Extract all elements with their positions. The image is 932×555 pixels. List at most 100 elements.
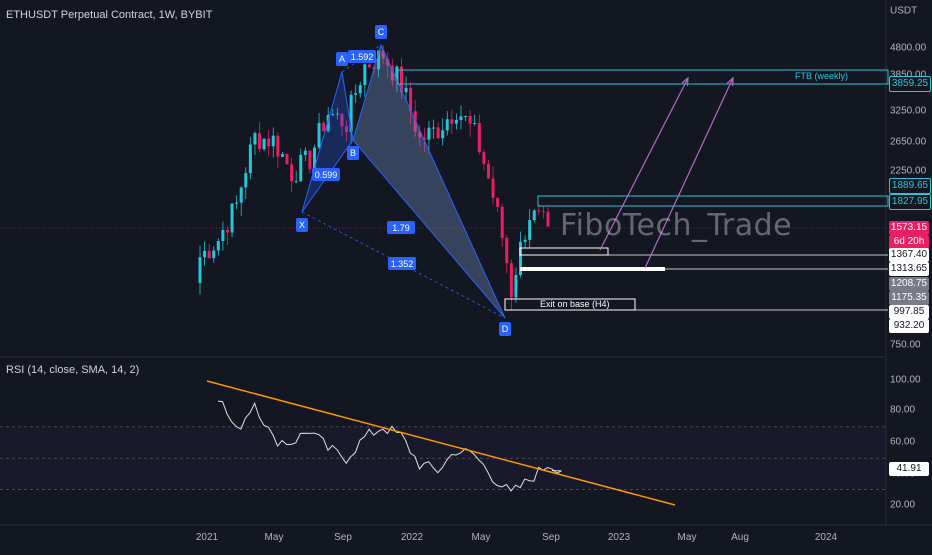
price-label-high: 1889.65 <box>889 178 931 194</box>
pattern-point-label: X <box>299 220 305 230</box>
time-tick: May <box>264 532 284 543</box>
candle-body <box>454 119 458 124</box>
ratio-label: 1.79 <box>392 223 410 233</box>
price-tick: 750.00 <box>890 339 921 351</box>
candle-body <box>436 127 440 139</box>
candle-body <box>358 85 362 94</box>
candle-body <box>377 50 381 70</box>
price-label-exit-2: 932.20 <box>889 319 929 333</box>
candle-body <box>239 187 243 203</box>
time-tick: Sep <box>334 532 352 543</box>
candle-body <box>486 163 490 179</box>
pattern-point-badge <box>347 146 359 160</box>
watermark-text: FiboTech_Trade <box>560 208 793 243</box>
candle-body <box>225 229 229 233</box>
ratio-label: 1.352 <box>391 259 414 269</box>
candle-body <box>427 127 431 140</box>
rsi-title: RSI (14, close, SMA, 14, 2) <box>6 364 140 376</box>
candle-body <box>509 263 513 298</box>
candle-body <box>216 240 220 251</box>
candles <box>198 45 550 310</box>
projection-arrow-2-head <box>726 76 734 87</box>
currency-label: USDT <box>890 5 918 17</box>
candle-body <box>299 154 303 182</box>
price-label-grey-1: 1208.75 <box>889 277 929 291</box>
projection-arrow-1 <box>599 77 689 251</box>
time-tick: Aug <box>731 532 749 543</box>
candle-body <box>477 122 481 153</box>
candle-body <box>441 130 445 139</box>
candle-body <box>212 250 216 259</box>
candle-body <box>322 122 326 132</box>
price-label-support-2: 1313.65 <box>889 262 929 276</box>
price-label-current: 1573.15 <box>889 221 929 235</box>
support-zone-2 <box>520 267 665 271</box>
candle-body <box>335 113 339 115</box>
candle-body <box>253 133 257 145</box>
candle-body <box>267 138 271 147</box>
support-zone-1 <box>519 247 609 256</box>
rsi-tick: 20.00 <box>890 499 916 511</box>
candle-body <box>367 64 371 68</box>
price-tick: 2650.00 <box>890 136 927 148</box>
projection-arrow-2 <box>644 77 734 269</box>
candle-body <box>276 135 280 157</box>
candle-body <box>207 250 211 259</box>
candle-body <box>464 115 468 117</box>
ratio-badge <box>387 221 415 234</box>
candle-body <box>308 150 312 169</box>
rsi-tick: 80.00 <box>890 404 916 416</box>
candle-body <box>262 138 266 150</box>
time-tick: Sep <box>542 532 560 543</box>
price-label-exit-1: 997.85 <box>889 305 929 319</box>
candle-body <box>395 66 399 81</box>
candle-body <box>546 211 550 227</box>
candle-body <box>303 150 307 155</box>
projection-arrow-1-head <box>681 76 689 87</box>
pattern-point-badge <box>336 52 348 66</box>
candle-body <box>399 66 403 93</box>
price-label-grey-2: 1175.35 <box>889 291 929 305</box>
candle-body <box>326 114 330 132</box>
candle-body <box>514 275 518 298</box>
candle-body <box>541 211 545 213</box>
price-label-ftb: 3859.25 <box>889 76 931 92</box>
candle-body <box>491 178 495 198</box>
candle-body <box>404 87 408 93</box>
price-tick: 3250.00 <box>890 105 927 117</box>
rsi-line <box>217 400 562 492</box>
price-label-support-1: 1367.40 <box>889 248 929 262</box>
ratio-label: 1.592 <box>351 52 374 62</box>
candle-body <box>198 257 202 283</box>
pattern-point-badge <box>499 322 511 336</box>
pattern-point-label: B <box>350 148 356 158</box>
pattern-point-badge <box>375 25 387 39</box>
price-label-zone: 1827.95 <box>889 194 931 210</box>
candle-body <box>519 241 523 276</box>
candle-body <box>528 220 532 240</box>
candle-body <box>390 65 394 81</box>
candle-body <box>445 119 449 131</box>
ftb-zone <box>397 69 889 85</box>
candle-body <box>450 119 454 124</box>
candle-body <box>523 239 527 242</box>
candle-body <box>235 202 239 204</box>
time-tick: May <box>471 532 491 543</box>
time-tick: 2024 <box>814 532 838 543</box>
rsi-tick: 100.00 <box>890 374 921 386</box>
candle-body <box>331 114 335 116</box>
candle-body <box>418 131 422 138</box>
candle-body <box>422 137 426 140</box>
candle-body <box>221 229 225 241</box>
candle-body <box>459 116 463 120</box>
candle-body <box>290 164 294 182</box>
price-tick: 2250.00 <box>890 165 927 177</box>
price-tick: 4800.00 <box>890 42 927 54</box>
candle-body <box>244 173 248 188</box>
candle-body <box>432 127 436 129</box>
pattern-point-label: C <box>378 27 385 37</box>
candle-body <box>271 135 275 147</box>
pattern-triangle-bcd <box>352 43 506 319</box>
